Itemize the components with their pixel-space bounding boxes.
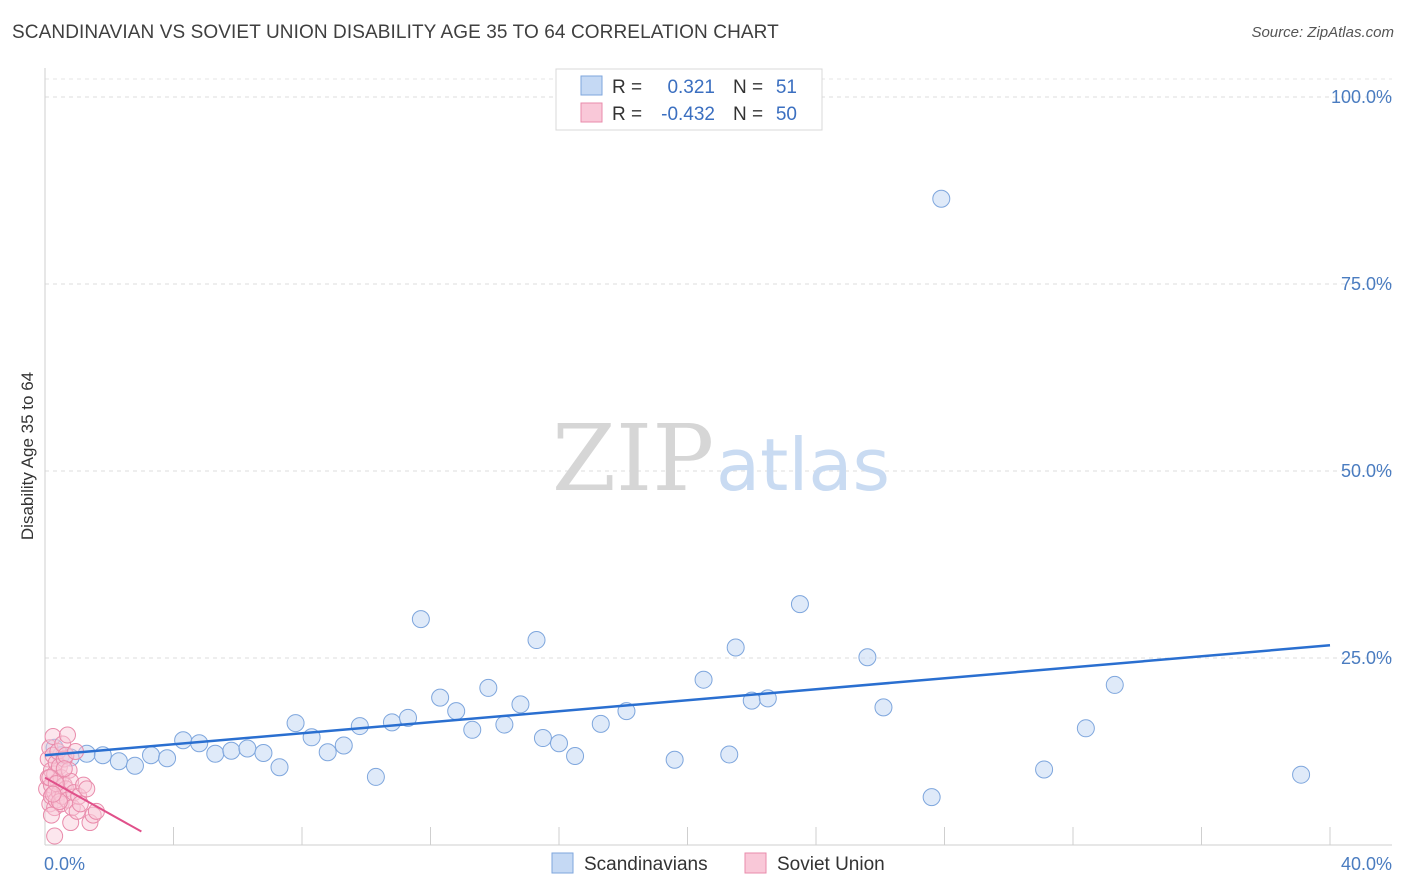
point-scandinavians-48 bbox=[1035, 760, 1054, 779]
point-scandinavians-19 bbox=[334, 736, 353, 755]
bottom-legend-swatch-soviet-union bbox=[744, 852, 767, 874]
legend: R = 0.321 N = 51 R = -0.432 N = 50 bbox=[555, 68, 823, 131]
point-scandinavians-14 bbox=[254, 743, 273, 762]
point-soviet-union-39 bbox=[78, 780, 96, 798]
point-scandinavians-32 bbox=[527, 631, 546, 650]
point-scandinavians-51 bbox=[1292, 765, 1311, 784]
point-scandinavians-45 bbox=[874, 698, 893, 717]
point-scandinavians-50 bbox=[1105, 675, 1124, 694]
point-scandinavians-12 bbox=[222, 741, 241, 760]
legend-n-value-2: 50 bbox=[776, 104, 797, 125]
trend-line-soviet-union bbox=[44, 776, 142, 833]
point-soviet-union-43 bbox=[46, 827, 64, 845]
point-soviet-union-44 bbox=[42, 806, 60, 824]
point-soviet-union-48 bbox=[55, 760, 73, 778]
y-tick-label-25: 25.0% bbox=[1341, 648, 1392, 668]
trend-line-scandinavians bbox=[44, 644, 1331, 757]
point-scandinavians-6 bbox=[125, 756, 144, 775]
point-scandinavians-29 bbox=[495, 715, 514, 734]
y-tick-label-50: 50.0% bbox=[1341, 461, 1392, 481]
point-scandinavians-31 bbox=[533, 729, 552, 748]
point-scandinavians-20 bbox=[350, 717, 369, 736]
y-tick-label-100: 100.0% bbox=[1331, 87, 1392, 107]
legend-n-label-2: N = bbox=[733, 104, 763, 125]
x-tick-label-min: 0.0% bbox=[44, 854, 85, 874]
tick-labels: 25.0% 50.0% 75.0% 100.0% 0.0% 40.0% bbox=[44, 87, 1392, 874]
legend-r-label-1: R = bbox=[612, 77, 642, 98]
point-scandinavians-33 bbox=[550, 734, 568, 753]
point-scandinavians-21 bbox=[366, 767, 385, 786]
point-scandinavians-39 bbox=[720, 745, 739, 764]
legend-r-value-1: 0.321 bbox=[667, 77, 715, 98]
source-label: Source: ZipAtlas.com bbox=[1251, 24, 1394, 41]
bottom-legend: Scandinavians Soviet Union bbox=[551, 852, 885, 875]
bottom-legend-swatch-scandinavians bbox=[551, 852, 574, 874]
legend-swatch-scandinavians bbox=[580, 75, 603, 96]
point-scandinavians-47 bbox=[932, 189, 951, 208]
series-soviet-union bbox=[38, 726, 105, 845]
point-scandinavians-18 bbox=[318, 743, 337, 762]
point-soviet-union-49 bbox=[44, 785, 62, 803]
point-scandinavians-46 bbox=[922, 788, 941, 807]
trend-lines bbox=[44, 644, 1331, 833]
legend-r-value-2: -0.432 bbox=[661, 104, 715, 125]
point-scandinavians-16 bbox=[286, 714, 305, 733]
point-scandinavians-40 bbox=[726, 638, 745, 657]
watermark-zip: ZIP bbox=[552, 405, 714, 512]
y-axis-title: Disability Age 35 to 64 bbox=[18, 372, 37, 540]
point-scandinavians-38 bbox=[694, 670, 713, 689]
gridlines bbox=[45, 78, 1392, 659]
point-soviet-union-21 bbox=[54, 735, 72, 753]
point-scandinavians-26 bbox=[447, 702, 466, 721]
bottom-legend-scandinavians: Scandinavians bbox=[584, 854, 708, 875]
point-scandinavians-30 bbox=[511, 695, 530, 714]
point-scandinavians-34 bbox=[566, 746, 585, 765]
point-scandinavians-28 bbox=[479, 678, 498, 697]
legend-swatch-soviet-union bbox=[580, 102, 603, 123]
bottom-legend-soviet-union: Soviet Union bbox=[777, 854, 885, 875]
point-scandinavians-7 bbox=[142, 746, 161, 765]
point-scandinavians-27 bbox=[463, 720, 482, 739]
y-tick-label-75: 75.0% bbox=[1341, 274, 1392, 294]
point-scandinavians-44 bbox=[858, 648, 877, 667]
point-scandinavians-15 bbox=[270, 758, 289, 777]
point-scandinavians-22 bbox=[382, 713, 401, 732]
point-scandinavians-43 bbox=[790, 595, 809, 614]
point-scandinavians-9 bbox=[174, 731, 193, 750]
point-scandinavians-5 bbox=[109, 752, 128, 771]
chart-title: SCANDINAVIAN VS SOVIET UNION DISABILITY … bbox=[12, 22, 779, 43]
x-tick-label-max: 40.0% bbox=[1341, 854, 1392, 874]
point-scandinavians-37 bbox=[665, 750, 684, 769]
legend-n-label-1: N = bbox=[733, 77, 763, 98]
point-scandinavians-25 bbox=[431, 688, 450, 707]
point-scandinavians-8 bbox=[158, 749, 177, 768]
point-scandinavians-23 bbox=[399, 708, 418, 727]
point-scandinavians-49 bbox=[1076, 719, 1095, 738]
point-scandinavians-13 bbox=[238, 739, 257, 758]
point-scandinavians-35 bbox=[591, 714, 610, 733]
legend-r-label-2: R = bbox=[612, 104, 642, 125]
axes bbox=[44, 68, 1392, 846]
point-scandinavians-11 bbox=[206, 744, 225, 763]
watermark-atlas: atlas bbox=[716, 423, 890, 507]
point-soviet-union-28 bbox=[58, 726, 76, 744]
legend-n-value-1: 51 bbox=[776, 77, 797, 98]
point-scandinavians-24 bbox=[411, 610, 430, 629]
watermark: ZIP atlas bbox=[552, 405, 890, 512]
